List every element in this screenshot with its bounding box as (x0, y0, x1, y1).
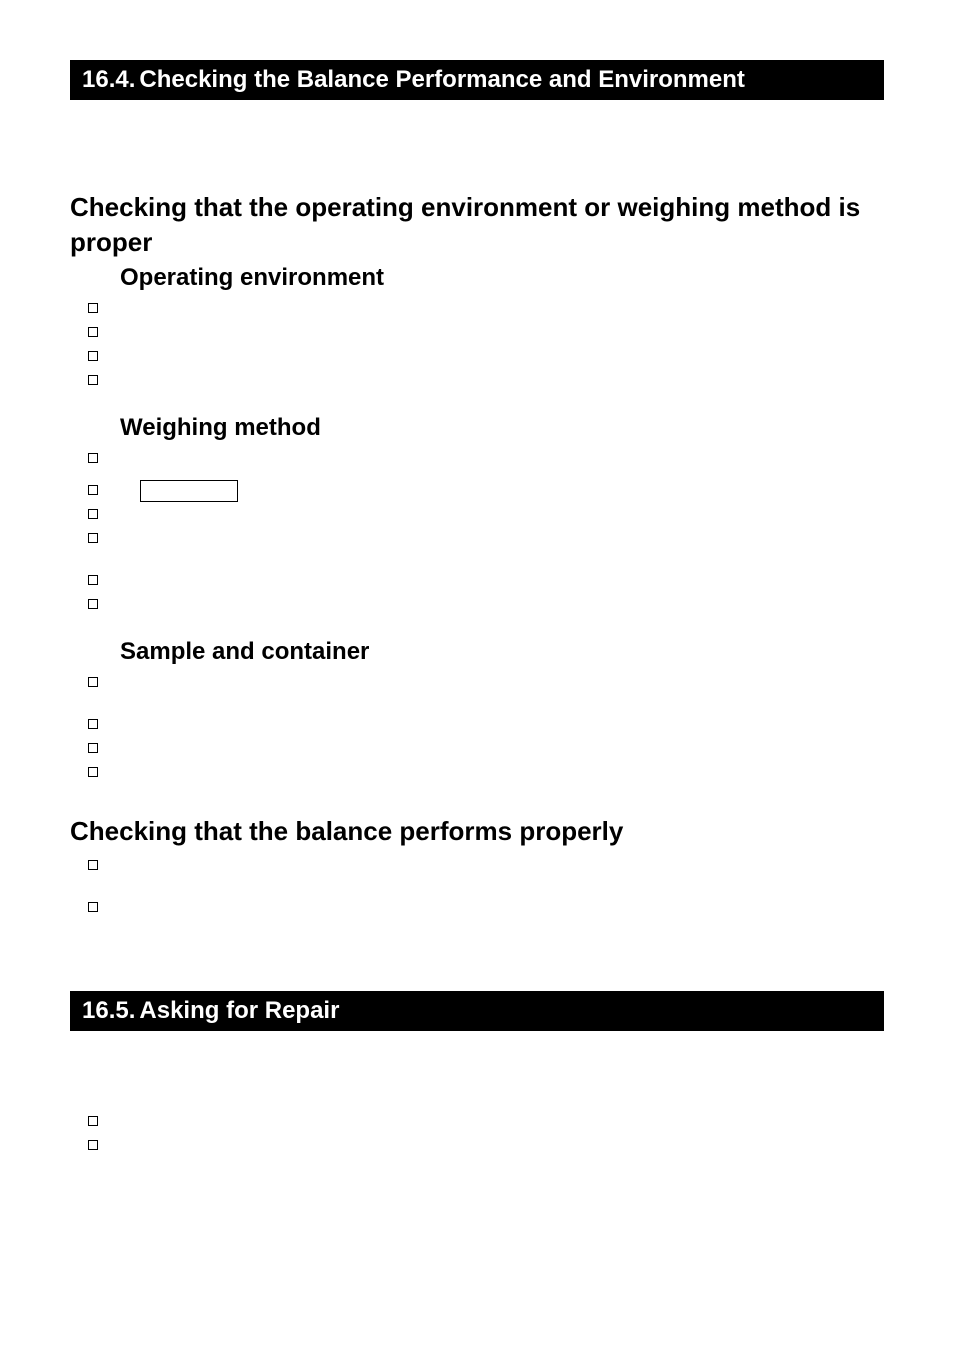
inline-box (140, 480, 238, 502)
checkbox-icon (88, 599, 98, 609)
list-item (88, 594, 884, 616)
subhead-sample-container: Sample and container (120, 638, 884, 666)
list-item (88, 1111, 884, 1133)
section-title-16-5: Asking for Repair (139, 997, 339, 1024)
list-item (88, 672, 884, 694)
list-item (88, 346, 884, 368)
section-bar-16-4: 16.4.Checking the Balance Performance an… (70, 60, 884, 100)
list-item (88, 738, 884, 760)
checkbox-icon (88, 485, 98, 495)
section-bar-16-5: 16.5.Asking for Repair (70, 991, 884, 1031)
section-number-16-4: 16.4. (82, 66, 135, 94)
list-item (88, 897, 884, 919)
subhead-operating-environment: Operating environment (120, 264, 884, 292)
list-item (88, 1135, 884, 1157)
checkbox-icon (88, 375, 98, 385)
checkbox-icon (88, 351, 98, 361)
subhead-weighing-method: Weighing method (120, 414, 884, 442)
checkbox-icon (88, 575, 98, 585)
checkbox-icon (88, 719, 98, 729)
bullets-sample-container (88, 672, 884, 784)
checkbox-icon (88, 509, 98, 519)
checkbox-icon (88, 767, 98, 777)
heading-balance-performs: Checking that the balance performs prope… (70, 814, 884, 849)
checkbox-icon (88, 303, 98, 313)
heading-environment-method: Checking that the operating environment … (70, 190, 884, 260)
bullets-asking-repair (88, 1111, 884, 1157)
section-title-16-4: Checking the Balance Performance and Env… (139, 66, 745, 93)
bullets-weighing-method (88, 448, 884, 616)
checkbox-icon (88, 327, 98, 337)
checkbox-icon (88, 860, 98, 870)
bullets-operating-environment (88, 298, 884, 392)
checkbox-icon (88, 1140, 98, 1150)
checkbox-icon (88, 677, 98, 687)
list-item (88, 480, 884, 502)
checkbox-icon (88, 902, 98, 912)
list-item (88, 504, 884, 526)
list-item (88, 714, 884, 736)
list-item (88, 528, 884, 550)
list-item (88, 322, 884, 344)
section-number-16-5: 16.5. (82, 997, 135, 1025)
checkbox-icon (88, 453, 98, 463)
checkbox-icon (88, 1116, 98, 1126)
list-item (88, 370, 884, 392)
checkbox-icon (88, 743, 98, 753)
list-item (88, 570, 884, 592)
bullets-balance-performs (88, 855, 884, 919)
list-item (88, 855, 884, 877)
list-item (88, 298, 884, 320)
list-item (88, 762, 884, 784)
checkbox-icon (88, 533, 98, 543)
list-item (88, 448, 884, 470)
